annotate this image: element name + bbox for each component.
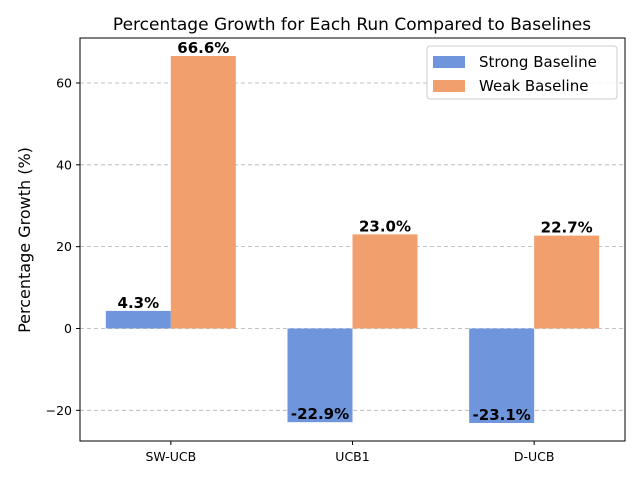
legend: Strong Baseline Weak Baseline bbox=[426, 45, 618, 100]
bar-d-ucb-strong bbox=[469, 328, 535, 423]
bar-value-labels: 4.3% 66.6% -22.9% 23.0% -23.1% 22.7% bbox=[118, 39, 593, 424]
bar-sw-ucb-strong bbox=[105, 310, 171, 329]
legend-label: Weak Baseline bbox=[479, 77, 588, 95]
bar-sw-ucb-weak bbox=[170, 56, 236, 329]
y-tick-label: 0 bbox=[64, 321, 72, 336]
bar-value-label: -22.9% bbox=[291, 405, 349, 423]
x-tick-label: UCB1 bbox=[335, 449, 369, 464]
x-axis-ticks: SW-UCB UCB1 D-UCB bbox=[145, 441, 554, 464]
legend-swatch bbox=[433, 56, 465, 68]
x-tick-label: SW-UCB bbox=[145, 449, 196, 464]
y-axis-ticks: −20 0 20 40 60 bbox=[46, 76, 80, 418]
bar-value-label: 22.7% bbox=[541, 219, 593, 237]
y-tick-label: 40 bbox=[56, 157, 72, 172]
bar-value-label: 23.0% bbox=[359, 217, 411, 235]
bars bbox=[105, 56, 600, 423]
bar-value-label: 66.6% bbox=[177, 39, 229, 57]
chart-title: Percentage Growth for Each Run Compared … bbox=[113, 15, 591, 35]
bar-value-label: 4.3% bbox=[118, 294, 160, 312]
bar-d-ucb-weak bbox=[534, 235, 600, 329]
legend-swatch bbox=[433, 80, 465, 92]
y-tick-label: 20 bbox=[56, 239, 72, 254]
y-tick-label: −20 bbox=[46, 403, 72, 418]
legend-label: Strong Baseline bbox=[479, 53, 597, 71]
legend-box bbox=[426, 45, 618, 100]
x-tick-label: D-UCB bbox=[514, 449, 555, 464]
bar-value-label: -23.1% bbox=[473, 406, 531, 424]
y-tick-label: 60 bbox=[56, 76, 72, 91]
y-axis-label: Percentage Growth (%) bbox=[15, 147, 34, 333]
bar-ucb1-strong bbox=[287, 328, 353, 423]
bar-ucb1-weak bbox=[352, 234, 418, 329]
